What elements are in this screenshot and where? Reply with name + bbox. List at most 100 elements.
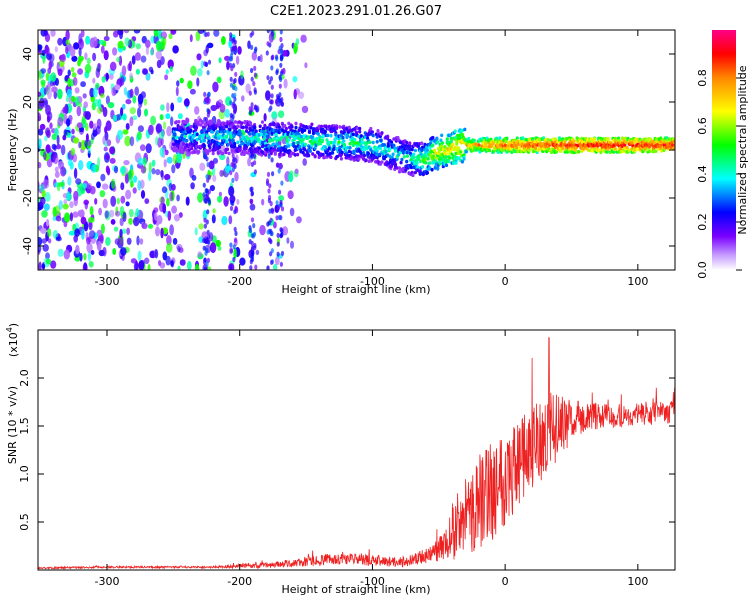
signal-cell xyxy=(428,166,432,170)
snr-y-tick-label: 1.5 xyxy=(18,417,31,435)
snr-y-ticks: 0.5 1.0 1.5 2.0 xyxy=(18,369,675,531)
signal-cell xyxy=(375,149,379,153)
signal-cell xyxy=(183,134,187,139)
signal-cell xyxy=(205,130,209,134)
noise-blob xyxy=(204,61,208,68)
signal-cell xyxy=(284,133,288,137)
noise-blob xyxy=(158,260,162,266)
signal-cell xyxy=(374,146,378,150)
signal-cell xyxy=(335,126,339,130)
signal-cell xyxy=(413,170,417,175)
noise-blob xyxy=(57,248,64,257)
signal-cell xyxy=(447,159,451,164)
noise-blob xyxy=(172,237,178,245)
noise-blob xyxy=(66,191,71,201)
noise-blob xyxy=(119,228,123,238)
signal-cell xyxy=(268,138,272,142)
signal-cell xyxy=(229,131,233,135)
noise-blob xyxy=(63,199,68,205)
noise-blob xyxy=(250,190,255,196)
signal-cell xyxy=(215,143,219,148)
noise-blob xyxy=(200,60,204,69)
signal-cell xyxy=(202,128,206,133)
signal-cell xyxy=(347,125,351,130)
noise-blob xyxy=(230,162,234,168)
signal-cell xyxy=(559,149,563,153)
noise-blob xyxy=(128,169,133,181)
noise-blob xyxy=(292,76,298,83)
signal-cell xyxy=(451,142,455,147)
noise-blob xyxy=(54,171,60,179)
noise-blob xyxy=(234,230,238,237)
noise-blob xyxy=(147,264,151,270)
noise-blob xyxy=(154,249,159,259)
signal-cell xyxy=(520,142,524,147)
noise-blob xyxy=(38,70,43,80)
noise-blob xyxy=(145,143,152,154)
noise-blob xyxy=(300,34,307,43)
noise-blob xyxy=(46,157,53,168)
signal-cell xyxy=(631,143,635,148)
noise-blob xyxy=(120,107,124,117)
snr-scale-prefix: (x10 xyxy=(7,332,20,357)
signal-cell xyxy=(326,149,330,153)
colorbar-gradient xyxy=(712,30,736,270)
noise-blob xyxy=(233,163,237,169)
signal-cell xyxy=(413,148,417,153)
signal-cell xyxy=(277,125,281,129)
signal-cell xyxy=(239,132,243,136)
noise-blob xyxy=(145,72,151,81)
noise-blob xyxy=(102,136,106,145)
noise-blob xyxy=(162,121,167,130)
signal-cell xyxy=(534,146,538,150)
snr-y-tick-label: 1.0 xyxy=(18,465,31,483)
noise-blob xyxy=(122,113,127,121)
noise-blob xyxy=(253,104,258,110)
noise-blob xyxy=(168,33,173,40)
noise-blob xyxy=(283,78,288,89)
signal-cell xyxy=(380,131,384,135)
signal-cell xyxy=(215,130,219,134)
signal-cell xyxy=(287,144,291,148)
signal-cell xyxy=(182,142,186,146)
signal-cell xyxy=(251,131,255,136)
signal-cell xyxy=(379,138,383,142)
noise-blob xyxy=(49,122,53,129)
noise-blob xyxy=(212,208,216,214)
noise-blob xyxy=(144,198,150,205)
noise-blob xyxy=(154,212,158,221)
signal-cell xyxy=(551,137,555,142)
noise-blob xyxy=(140,55,147,63)
noise-blob xyxy=(96,106,103,114)
noise-blob xyxy=(233,109,237,115)
signal-cell xyxy=(358,129,362,134)
noise-blob xyxy=(269,230,273,236)
noise-blob xyxy=(233,46,237,52)
noise-blob xyxy=(123,30,129,34)
noise-blob xyxy=(39,123,46,130)
noise-blob xyxy=(266,229,270,235)
noise-blob xyxy=(160,137,164,146)
noise-blob xyxy=(267,198,271,204)
signal-cell xyxy=(366,151,370,156)
noise-blob xyxy=(159,114,164,121)
noise-blob xyxy=(277,214,282,221)
signal-cell xyxy=(241,125,245,130)
noise-blob xyxy=(86,237,91,245)
signal-cell xyxy=(454,151,458,156)
signal-cell xyxy=(425,148,429,152)
noise-blob xyxy=(69,201,74,209)
noise-blob xyxy=(156,215,163,225)
signal-cell xyxy=(194,141,199,145)
noise-blob xyxy=(54,166,59,173)
signal-cell xyxy=(388,154,392,159)
signal-cell xyxy=(448,156,452,160)
signal-cell xyxy=(292,141,296,146)
noise-blob xyxy=(250,198,254,204)
signal-cell xyxy=(357,154,361,159)
signal-cell xyxy=(405,159,409,164)
noise-blob xyxy=(150,35,155,44)
signal-cell xyxy=(623,143,627,147)
heatmap-x-tick-label: 100 xyxy=(627,275,648,288)
noise-blob xyxy=(92,36,98,48)
